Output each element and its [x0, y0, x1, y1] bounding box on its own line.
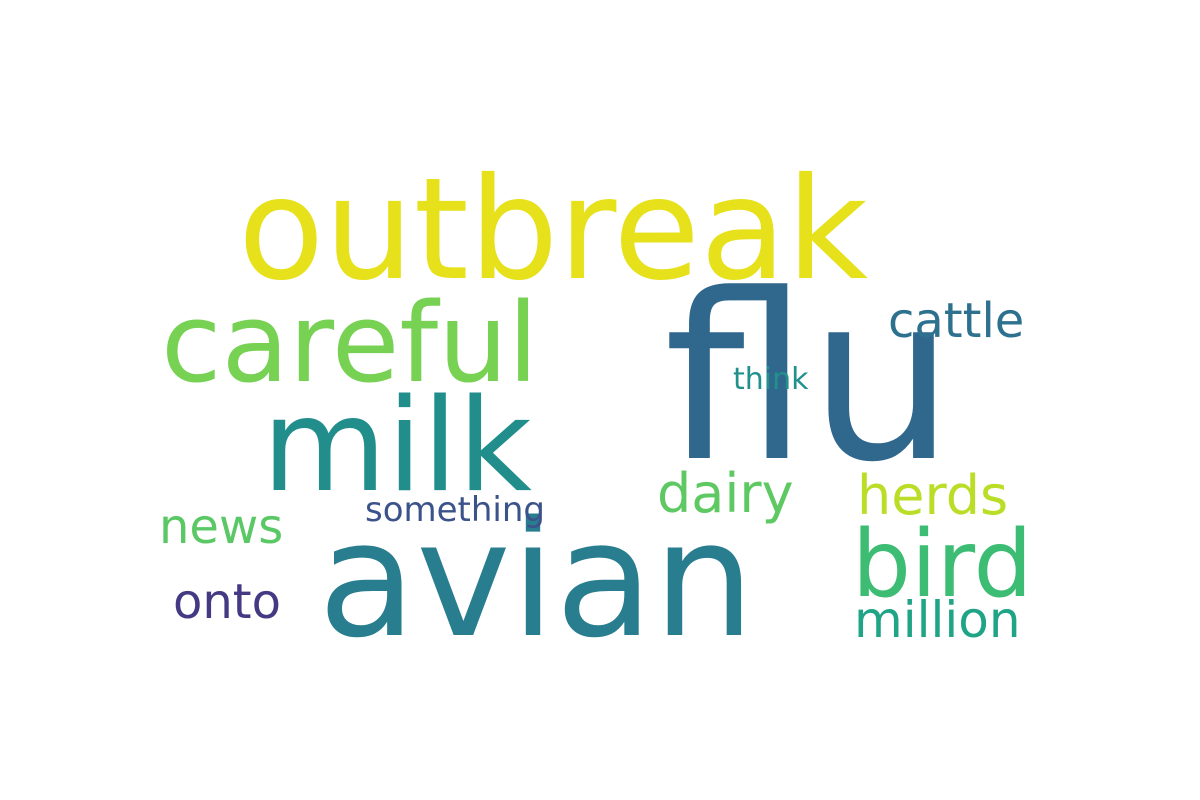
word-dairy: dairy	[657, 462, 794, 525]
word-outbreak: outbreak	[238, 148, 869, 312]
word-cattle: cattle	[888, 293, 1025, 349]
word-milk: milk	[262, 372, 532, 521]
word-something: something	[365, 490, 546, 530]
word-think: think	[733, 362, 809, 397]
word-bird: bird	[852, 510, 1033, 618]
word-million: million	[854, 591, 1021, 649]
word-news: news	[159, 499, 284, 555]
word-onto: onto	[173, 574, 281, 630]
word-avian: avian	[318, 486, 755, 673]
word-herds: herds	[857, 464, 1009, 527]
word-careful: careful	[161, 279, 539, 407]
word-flu: flu	[664, 246, 955, 513]
